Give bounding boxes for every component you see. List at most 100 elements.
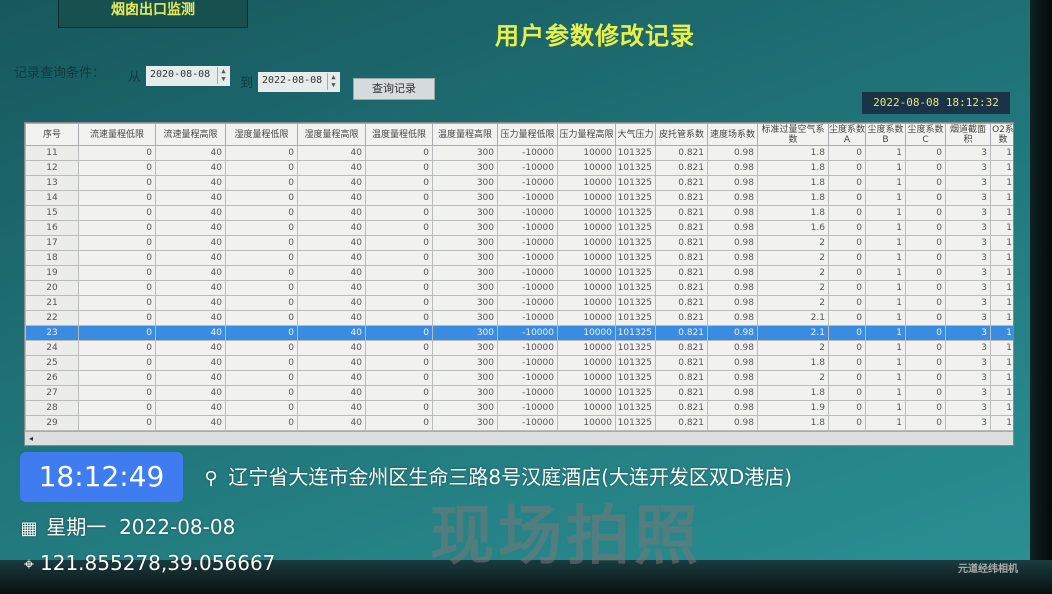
column-header[interactable]: 皮托管系数	[655, 123, 708, 146]
table-cell: 0.98	[707, 385, 758, 401]
table-cell: 0	[365, 355, 433, 371]
table-cell: 0	[365, 340, 433, 356]
table-cell: 0	[78, 310, 156, 326]
table-cell: 101325	[615, 400, 656, 416]
table-cell: 0	[828, 415, 866, 431]
table-cell: -10000	[497, 205, 558, 221]
table-cell: 10000	[557, 160, 616, 176]
table-cell: 1.8	[757, 415, 829, 431]
table-row[interactable]: 20 0 40 0 40 0 300 -10000 10000 101325 0.821 0.98 2 0…	[25, 280, 1013, 296]
column-header[interactable]: 烟道截面积	[945, 123, 991, 146]
table-cell: 0	[78, 160, 156, 176]
table-row[interactable]: 14 0 40 0 40 0 300 -10000 10000 101325 0.821 0.98 1.…	[25, 190, 1013, 206]
table-cell: -10000	[497, 220, 558, 236]
table-row[interactable]: 17 0 40 0 40 0 300 -10000 10000 101325 0.821 0.98 2 0…	[25, 235, 1013, 251]
table-row[interactable]: 15 0 40 0 40 0 300 -10000 10000 101325 0.821 0.98 1.…	[25, 205, 1013, 221]
column-header[interactable]: 流速量程高限	[155, 123, 226, 146]
table-row[interactable]: 23 0 40 0 40 0 300 -10000 10000 101325 0.821 0.98 2.…	[25, 325, 1013, 341]
column-header[interactable]: 温度量程高限	[432, 123, 498, 146]
column-header[interactable]: O2系数	[990, 123, 1014, 146]
column-header[interactable]: 压力量程高限	[557, 123, 616, 146]
table-cell: 3	[945, 235, 991, 251]
query-records-button[interactable]: 查询记录	[353, 78, 435, 100]
date-spinner-icon[interactable]: ▲ ▼	[327, 73, 339, 90]
column-header[interactable]: 压力量程低限	[497, 123, 558, 146]
table-row[interactable]: 27 0 40 0 40 0 300 -10000 10000 101325 0.821 0.98 1.…	[25, 385, 1013, 401]
date-spinner-icon[interactable]: ▲ ▼	[217, 67, 229, 84]
table-cell: 40	[297, 145, 366, 161]
table-cell: 40	[155, 205, 226, 221]
table-cell: 0.821	[655, 340, 708, 356]
table-cell: 40	[155, 190, 226, 206]
table-cell: 0	[905, 160, 946, 176]
row-index-cell: 26	[25, 370, 79, 386]
table-cell: 0	[828, 310, 866, 326]
column-header[interactable]: 湿度量程低限	[225, 123, 298, 146]
table-row[interactable]: 11 0 40 0 40 0 300 -10000 10000 101325 0.821 0.98 1.…	[25, 145, 1013, 161]
table-cell: 3	[945, 385, 991, 401]
table-cell: 0.821	[655, 250, 708, 266]
table-cell: -10000	[497, 325, 558, 341]
column-header[interactable]: 序号	[25, 123, 79, 146]
column-header[interactable]: 速度场系数	[707, 123, 758, 146]
table-cell: 1	[990, 220, 1013, 236]
table-cell: 0.821	[655, 235, 708, 251]
table-row[interactable]: 18 0 40 0 40 0 300 -10000 10000 101325 0.821 0.98 2 0…	[25, 250, 1013, 266]
column-header[interactable]: 标准过量空气系数	[757, 123, 829, 146]
table-cell: 101325	[615, 205, 656, 221]
query-condition-label: 记录查询条件：	[14, 66, 106, 81]
table-cell: 3	[945, 205, 991, 221]
table-cell: 101325	[615, 250, 656, 266]
table-cell: 40	[297, 400, 366, 416]
table-row[interactable]: 12 0 40 0 40 0 300 -10000 10000 101325 0.821 0.98 1.…	[25, 160, 1013, 176]
table-cell: 0.98	[707, 235, 758, 251]
table-cell: 101325	[615, 310, 656, 326]
table-row[interactable]: 19 0 40 0 40 0 300 -10000 10000 101325 0.821 0.98 2 0…	[25, 265, 1013, 281]
system-clock: 2022-08-08 18:12:32	[862, 92, 1010, 114]
table-cell: 10000	[557, 415, 616, 431]
table-row[interactable]: 13 0 40 0 40 0 300 -10000 10000 101325 0.821 0.98 1.…	[25, 175, 1013, 191]
to-date-picker[interactable]: 2022-08-08 ▲ ▼	[258, 72, 340, 92]
table-row[interactable]: 28 0 40 0 40 0 300 -10000 10000 101325 0.821 0.98 1.…	[25, 400, 1013, 416]
column-header[interactable]: 尘度系数C	[905, 123, 946, 146]
table-row[interactable]: 26 0 40 0 40 0 300 -10000 10000 101325 0.821 0.98 2 0…	[25, 370, 1013, 386]
table-row[interactable]: 25 0 40 0 40 0 300 -10000 10000 101325 0.821 0.98 1.…	[25, 355, 1013, 371]
table-cell: 0	[225, 145, 298, 161]
table-cell: 0	[905, 205, 946, 221]
monitor-bezel	[1030, 0, 1052, 594]
table-cell: 0	[828, 280, 866, 296]
table-cell: 101325	[615, 415, 656, 431]
table-cell: 0	[905, 325, 946, 341]
table-cell: 3	[945, 355, 991, 371]
table-cell: -10000	[497, 145, 558, 161]
table-cell: 0	[225, 265, 298, 281]
table-row[interactable]: 21 0 40 0 40 0 300 -10000 10000 101325 0.821 0.98 2 0…	[25, 295, 1013, 311]
horizontal-scrollbar[interactable]: ◂	[25, 431, 1013, 445]
table-cell: 3	[945, 310, 991, 326]
table-cell: 1.6	[757, 220, 829, 236]
table-cell: 10000	[557, 235, 616, 251]
column-header[interactable]: 湿度量程高限	[297, 123, 366, 146]
table-cell: 0	[78, 370, 156, 386]
table-cell: 40	[155, 310, 226, 326]
from-date-picker[interactable]: 2020-08-08 ▲ ▼	[146, 66, 230, 86]
table-cell: 1	[990, 190, 1013, 206]
column-header[interactable]: 温度量程低限	[365, 123, 433, 146]
column-header[interactable]: 尘度系数A	[828, 123, 866, 146]
table-cell: 0	[905, 385, 946, 401]
table-row[interactable]: 29 0 40 0 40 0 300 -10000 10000 101325 0.821 0.98 1.…	[25, 415, 1013, 431]
column-header[interactable]: 尘度系数B	[865, 123, 906, 146]
column-header[interactable]: 流速量程低限	[78, 123, 156, 146]
column-header[interactable]: 大气压力	[615, 123, 656, 146]
table-cell: 1	[990, 265, 1013, 281]
table-cell: 0	[225, 325, 298, 341]
table-cell: 0.98	[707, 160, 758, 176]
table-cell: 3	[945, 160, 991, 176]
chimney-outlet-monitor-button[interactable]: 烟囱出口监测	[58, 0, 248, 28]
records-table[interactable]: 序号 流速量程低限 流速量程高限 湿度量程低限 湿度量程高限 温度量程低限 温度量程高限 压力…	[24, 122, 1014, 446]
table-row[interactable]: 22 0 40 0 40 0 300 -10000 10000 101325 0.821 0.98 2.…	[25, 310, 1013, 326]
table-cell: 1.8	[757, 385, 829, 401]
table-row[interactable]: 16 0 40 0 40 0 300 -10000 10000 101325 0.821 0.98 1.…	[25, 220, 1013, 236]
table-row[interactable]: 24 0 40 0 40 0 300 -10000 10000 101325 0.821 0.98 2 0…	[25, 340, 1013, 356]
table-cell: 40	[297, 370, 366, 386]
